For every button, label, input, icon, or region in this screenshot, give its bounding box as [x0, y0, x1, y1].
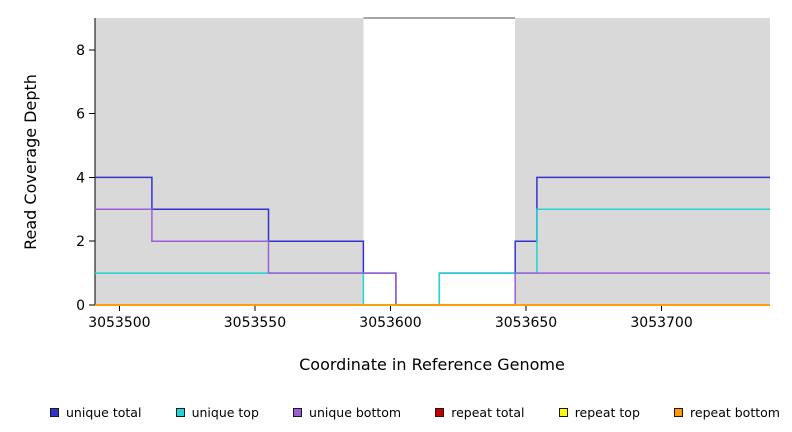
x-tick-label: 3053650: [495, 315, 557, 331]
legend-item-unique-bottom: unique bottom: [293, 405, 401, 420]
y-tick-label: 0: [76, 298, 85, 314]
legend-swatch-repeat-bottom: [674, 407, 684, 417]
legend-item-unique-top: unique top: [175, 404, 259, 420]
legend-item-repeat-total: repeat total: [435, 404, 525, 420]
legend-label: repeat total: [451, 404, 525, 420]
x-tick-label: 3053700: [630, 315, 692, 331]
y-tick-label: 4: [76, 170, 85, 186]
y-tick-label: 8: [76, 43, 85, 59]
coverage-plot-canvas: 3053500 3053550 3053600 3053650 3053700 0 2 4 6 8…: [21, 17, 770, 374]
shaded-region-1: [95, 18, 364, 305]
x-tick-label: 3053550: [224, 315, 286, 331]
legend-label: unique bottom: [309, 404, 402, 420]
x-tick-label: 3053500: [88, 315, 150, 331]
chart-legend: unique total unique top unique bottom repea…: [0, 392, 792, 432]
legend-item-unique-total: unique total: [50, 405, 141, 420]
shaded-region-2: [515, 18, 770, 305]
legend-label: unique top: [191, 404, 259, 420]
x-tick-label: 3053600: [359, 315, 421, 331]
legend-swatch-repeat-top: [558, 407, 568, 417]
legend-item-repeat-top: repeat top: [558, 404, 640, 420]
y-axis-title: Read Coverage Depth: [21, 74, 40, 250]
legend-item-repeat-bottom: repeat bottom: [674, 405, 780, 420]
plot-layers: 3053500 3053550 3053600 3053650 3053700 0 2 4 6 8: [76, 17, 770, 331]
y-tick-label: 6: [76, 107, 85, 123]
legend-swatch-repeat-total: [435, 407, 445, 417]
series-unique-top: [95, 208, 770, 306]
legend-label: unique total: [66, 404, 142, 420]
series-unique-bottom: [95, 208, 770, 306]
y-tick-label: 2: [76, 234, 85, 250]
legend-swatch-unique-bottom: [293, 407, 303, 417]
legend-swatch-unique-total: [50, 407, 59, 417]
legend-swatch-unique-top: [175, 407, 185, 417]
legend-label: repeat top: [574, 404, 640, 420]
x-axis-title: Coordinate in Reference Genome: [299, 355, 565, 374]
legend-label: repeat bottom: [690, 404, 780, 420]
